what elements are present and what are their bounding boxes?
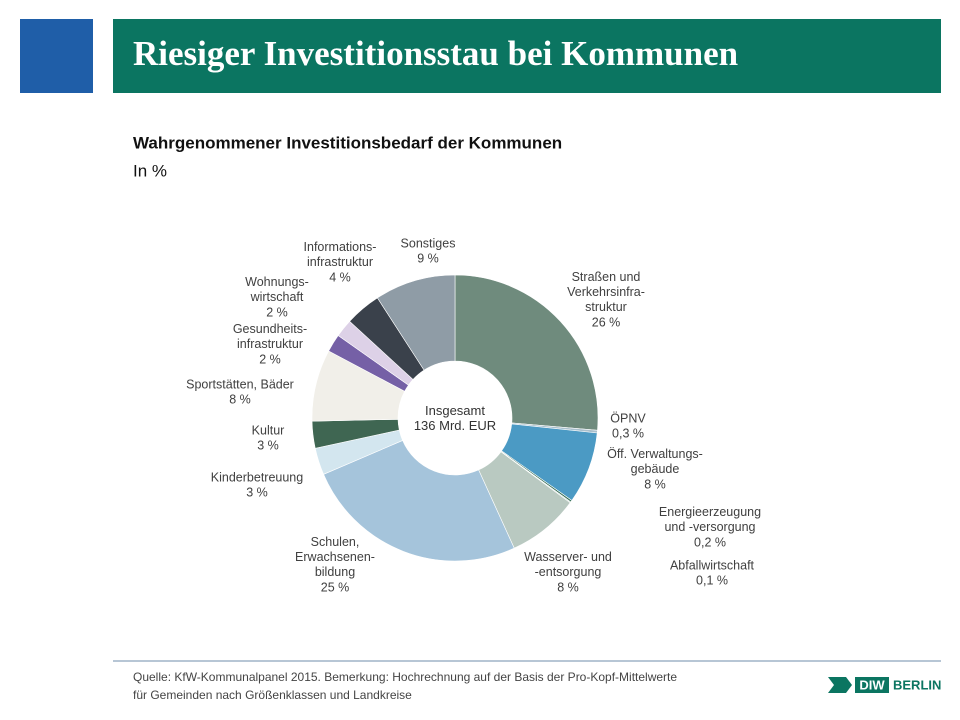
category-label: ÖPNV	[610, 411, 646, 425]
value-label: 8 %	[644, 477, 666, 491]
logo-right: BERLIN	[893, 677, 941, 692]
value-label: 8 %	[229, 392, 251, 406]
header-bar	[113, 19, 941, 93]
value-label: 0,2 %	[694, 535, 726, 549]
value-label: 25 %	[321, 580, 350, 594]
category-label: Sonstiges	[401, 236, 456, 250]
value-label: 2 %	[266, 305, 288, 319]
category-label: Öff. Verwaltungs-gebäude	[607, 447, 703, 476]
value-label: 9 %	[417, 251, 439, 265]
logo-box	[855, 677, 889, 693]
value-label: 8 %	[557, 580, 579, 594]
category-label: Energieerzeugung und -versorgung	[659, 505, 761, 534]
source-note: Quelle: KfW-Kommunalpanel 2015. Bemerkun…	[133, 670, 677, 702]
category-label: Wohnungs-wirtschaft	[245, 275, 309, 304]
value-label: 0,3 %	[612, 426, 644, 440]
slice	[376, 274, 456, 371]
category-label: Informations-infrastruktur	[304, 240, 377, 269]
value-label: 2 %	[259, 352, 281, 366]
value-label: 3 %	[246, 485, 268, 499]
chart-subtitle: In %	[133, 161, 167, 180]
value-label: 26 %	[592, 315, 621, 329]
category-label: Straßen und Verkehrsinfra-struktur	[567, 270, 645, 314]
chart-title: Wahrgenommener Investitionsbedarf der Ko…	[133, 133, 562, 152]
category-label: Abfallwirtschaft	[670, 558, 755, 572]
category-label: Gesundheits-infrastruktur	[233, 322, 307, 351]
category-label: Kultur	[252, 423, 285, 437]
logo-left: DIW	[859, 677, 885, 692]
category-label: Sportstätten, Bäder	[186, 377, 294, 391]
slice	[323, 440, 515, 562]
category-label: Schulen, Erwachsenen-bildung	[295, 535, 375, 579]
category-label: Wasserver- und -entsorgung	[524, 550, 612, 579]
value-label: 0,1 %	[696, 573, 728, 587]
logo-mark	[828, 677, 852, 693]
accent-square	[20, 19, 93, 93]
category-label: Kinderbetreuung	[211, 470, 303, 484]
slide-title: Riesiger Investitionsstau bei Kommunen	[133, 34, 738, 73]
donut-chart: Insgesamt 136 Mrd. EUR Straßen und Verkehrs…	[186, 236, 761, 594]
slice	[454, 274, 599, 431]
value-label: 3 %	[257, 438, 279, 452]
center-label: Insgesamt 136 Mrd. EUR	[414, 403, 496, 433]
value-label: 4 %	[329, 270, 351, 284]
